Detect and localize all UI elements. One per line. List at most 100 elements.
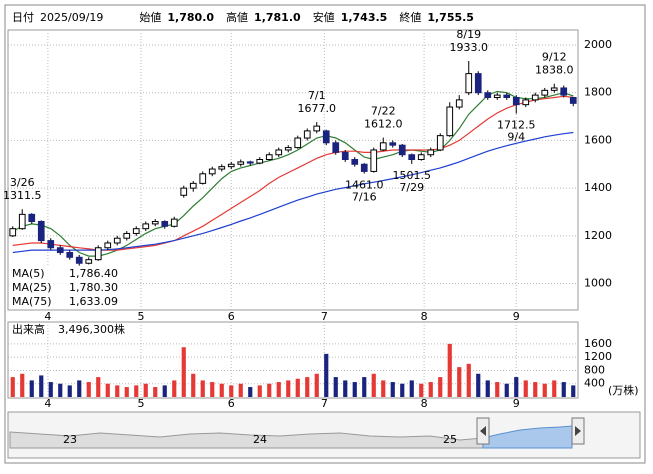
volume-bar — [20, 373, 25, 397]
candle-body — [341, 151, 349, 161]
y-tick-label: 2000 — [584, 38, 612, 51]
candle-body — [275, 149, 283, 156]
candle-body — [199, 173, 207, 184]
candle-body — [446, 106, 454, 137]
candle-body — [370, 149, 378, 172]
volume-bar — [134, 385, 139, 397]
volume-bar — [552, 380, 557, 397]
annotation-value: 1501.5 — [393, 169, 432, 182]
volume-bar — [523, 380, 528, 397]
candle-body — [56, 247, 64, 254]
annotation-date: 7/22 — [371, 105, 396, 118]
candle-body — [541, 89, 549, 96]
annotation-date: 9/12 — [542, 51, 567, 64]
volume-bar — [162, 385, 167, 397]
candle-body — [484, 92, 492, 98]
x-tick-label: 6 — [228, 310, 235, 323]
header-text: 1,781.0 — [254, 11, 301, 24]
y-tick-label: 400 — [584, 377, 605, 390]
volume-bar — [295, 378, 300, 397]
volume-bar — [352, 382, 357, 397]
header-text: 始値 — [139, 10, 161, 24]
volume-bar — [86, 382, 91, 397]
x-tick-label: 8 — [421, 310, 428, 323]
volume-bar — [571, 385, 576, 397]
legend-name: MA(25) — [12, 281, 52, 294]
candle-body — [493, 94, 501, 98]
volume-bar — [514, 377, 519, 397]
volume-bar — [457, 367, 462, 397]
annotation-date: 7/29 — [399, 181, 424, 194]
arrow — [575, 426, 581, 436]
volume-bar — [390, 382, 395, 397]
candle-body — [218, 166, 226, 170]
annotation-value: 1712.5 — [497, 119, 536, 132]
volume-bar — [267, 383, 272, 397]
volume-bar — [229, 385, 234, 397]
volume-name: 出来高 — [12, 322, 45, 336]
candle-body — [531, 94, 539, 101]
volume-bar — [181, 347, 186, 397]
candle-body — [237, 161, 245, 165]
x-tick-label: 7 — [321, 397, 328, 410]
volume-bar — [343, 380, 348, 397]
y-tick-label: 1200 — [584, 229, 612, 242]
y-tick-label: 800 — [584, 363, 605, 376]
y-tick-label: 1800 — [584, 86, 612, 99]
candle-body — [408, 154, 416, 161]
volume-panel — [7, 321, 579, 399]
candle-body — [75, 256, 83, 264]
volume-bar — [428, 382, 433, 397]
volume-bar — [409, 380, 414, 397]
x-tick-label: 4 — [44, 310, 51, 323]
volume-bar — [533, 382, 538, 397]
candle-body — [161, 221, 169, 227]
candle-body — [455, 99, 463, 108]
volume-bar — [191, 373, 196, 397]
volume-bar — [333, 377, 338, 397]
arrow — [480, 426, 486, 436]
candle-body — [227, 163, 235, 168]
volume-bar — [495, 382, 500, 397]
candle-body — [37, 221, 45, 242]
annotation-value: 1838.0 — [535, 64, 574, 77]
candle-body — [208, 168, 216, 175]
candle-body — [398, 144, 406, 156]
y-tick-label: 1600 — [584, 337, 612, 350]
x-tick-label: 4 — [44, 397, 51, 410]
candle-body — [265, 154, 273, 161]
y-tick-label: 1000 — [584, 277, 612, 290]
volume-bar — [561, 382, 566, 397]
volume-bar — [314, 373, 319, 397]
volume-bar — [286, 380, 291, 397]
volume-bar — [200, 380, 205, 397]
candle-body — [465, 73, 473, 94]
candle-body — [550, 87, 558, 91]
volume-bar — [438, 377, 443, 397]
x-tick-label: 6 — [228, 397, 235, 410]
candle-body — [303, 130, 311, 139]
volume-bar — [485, 380, 490, 397]
volume-bar — [476, 373, 481, 397]
legend-value: 1,786.40 — [69, 267, 118, 280]
volume-bar — [447, 343, 452, 397]
navigator-label: 24 — [253, 433, 267, 446]
y-tick-label: 1200 — [584, 350, 612, 363]
x-tick-label: 7 — [321, 310, 328, 323]
volume-bar — [466, 363, 471, 397]
candle-body — [123, 232, 131, 239]
navigator-label: 25 — [443, 433, 457, 446]
volume-bar — [419, 383, 424, 397]
header-text: 安値 — [313, 10, 335, 24]
annotation-value: 1461.0 — [345, 179, 384, 192]
x-tick-label: 5 — [138, 397, 145, 410]
candle-body — [379, 142, 387, 151]
volume-bar — [371, 373, 376, 397]
volume-bar — [29, 380, 34, 397]
ma-line — [12, 131, 574, 254]
candle-body — [9, 228, 17, 237]
annotation-date: 9/4 — [507, 131, 525, 144]
annotation-value: 1612.0 — [364, 118, 403, 131]
candle-body — [427, 149, 435, 156]
candle-body — [322, 130, 330, 144]
